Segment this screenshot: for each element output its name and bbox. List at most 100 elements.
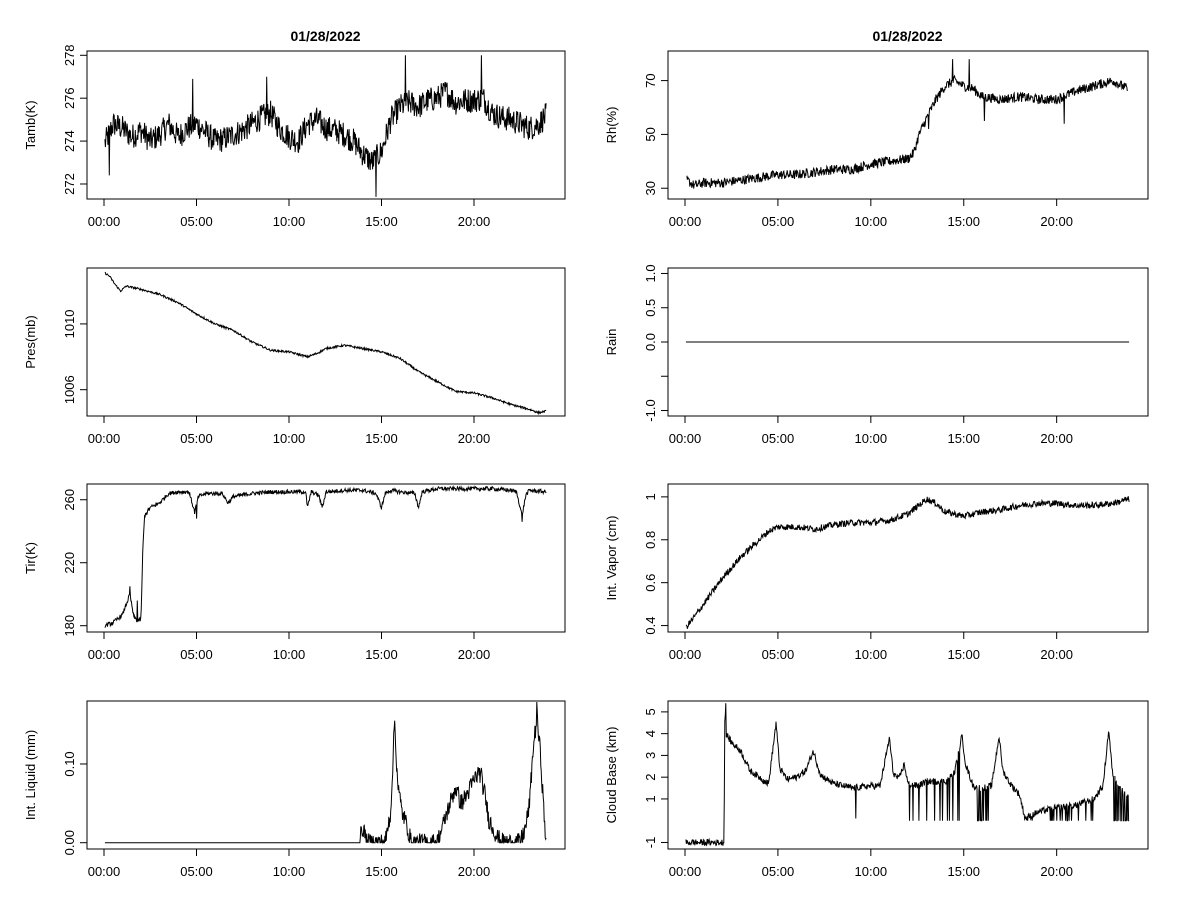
- y-tick-label: 276: [62, 87, 77, 109]
- x-tick-label: 20:00: [458, 647, 491, 662]
- x-tick-label: 15:00: [947, 647, 980, 662]
- x-tick-label: 10:00: [273, 431, 306, 446]
- y-axis-title: Rain: [604, 329, 619, 356]
- y-axis-title: Tamb(K): [23, 100, 38, 149]
- y-tick-label: 0.8: [643, 531, 658, 549]
- y-axis-title: Pres(mb): [23, 315, 38, 368]
- y-tick-label: 1: [643, 795, 658, 802]
- series-line: [685, 703, 1130, 847]
- y-tick-label: -1: [643, 837, 658, 849]
- y-axis-title: Rh(%): [604, 107, 619, 144]
- y-axis-title: Cloud Base (km): [604, 727, 619, 824]
- x-tick-label: 10:00: [273, 864, 306, 879]
- x-tick-label: 20:00: [1040, 864, 1073, 879]
- series-line: [685, 496, 1130, 629]
- x-tick-label: 10:00: [273, 647, 306, 662]
- plot-frame: [86, 700, 566, 850]
- x-tick-label: 15:00: [365, 214, 398, 229]
- x-tick-label: 05:00: [180, 214, 213, 229]
- x-tick-label: 10:00: [855, 647, 888, 662]
- y-tick-label: 1010: [62, 309, 77, 338]
- x-tick-label: 05:00: [762, 864, 795, 879]
- x-tick-label: 20:00: [1040, 431, 1073, 446]
- x-tick-label: 05:00: [762, 431, 795, 446]
- x-tick-label: 05:00: [180, 864, 213, 879]
- panel-1: 00:00 05:00 10:00 15:00 20:00 272 274 276 278 Tam…: [23, 44, 566, 229]
- y-tick-label: 4: [643, 730, 658, 737]
- x-tick-label: 05:00: [180, 431, 213, 446]
- right-column-title: 01/28/2022: [872, 28, 942, 44]
- y-tick-label: 2: [643, 774, 658, 781]
- y-tick-label: 180: [62, 615, 77, 637]
- x-tick-label: 15:00: [947, 431, 980, 446]
- panel-3: 00:00 05:00 10:00 15:00 20:00 1006 1010 Pres(mb…: [23, 267, 566, 446]
- x-tick-label: 20:00: [1040, 647, 1073, 662]
- panel-4: 00:00 05:00 10:00 15:00 20:00 -1.0 0.0 0.5 1.0 Ra…: [604, 264, 1149, 446]
- y-tick-label: 0.0: [643, 333, 658, 351]
- panel-7: 00:00 05:00 10:00 15:00 20:00 0.00 0.10 Int. Li…: [23, 700, 566, 879]
- x-tick-label: 15:00: [947, 214, 980, 229]
- x-tick-label: 00:00: [669, 431, 702, 446]
- x-tick-label: 20:00: [458, 431, 491, 446]
- x-tick-label: 05:00: [762, 647, 795, 662]
- panel-8: 00:00 05:00 10:00 15:00 20:00 -1 1 2 3 4 5 Cloud Ba…: [604, 700, 1149, 879]
- x-tick-label: 20:00: [1040, 214, 1073, 229]
- y-tick-label: 0.00: [62, 830, 77, 855]
- y-tick-label: 220: [62, 552, 77, 574]
- x-tick-label: 05:00: [762, 214, 795, 229]
- y-tick-label: 1006: [62, 375, 77, 404]
- y-tick-label: 260: [62, 489, 77, 511]
- x-tick-label: 20:00: [458, 214, 491, 229]
- x-tick-label: 00:00: [669, 214, 702, 229]
- plot-frame: [667, 50, 1149, 200]
- plot-frame: [667, 483, 1149, 633]
- y-tick-label: 1: [643, 493, 658, 500]
- left-column-title: 01/28/2022: [290, 28, 360, 44]
- x-tick-label: 10:00: [855, 431, 888, 446]
- y-tick-label: 278: [62, 44, 77, 66]
- y-tick-label: 0.6: [643, 574, 658, 592]
- y-tick-label: 272: [62, 173, 77, 195]
- y-tick-label: -1.0: [643, 399, 658, 421]
- y-tick-label: 70: [643, 73, 658, 87]
- y-tick-label: 0.5: [643, 299, 658, 317]
- y-tick-label: 5: [643, 708, 658, 715]
- plot-frame: [86, 483, 566, 633]
- y-tick-label: 0.10: [62, 751, 77, 776]
- x-tick-label: 00:00: [669, 864, 702, 879]
- x-tick-label: 00:00: [88, 431, 121, 446]
- chart-grid: 00:00 05:00 10:00 15:00 20:00 272 274 276 278 Tam…: [23, 44, 1149, 879]
- series-line: [104, 485, 547, 628]
- x-tick-label: 15:00: [947, 864, 980, 879]
- x-tick-label: 00:00: [669, 647, 702, 662]
- y-axis-title: Tir(K): [23, 542, 38, 574]
- x-tick-label: 15:00: [365, 431, 398, 446]
- x-tick-label: 15:00: [365, 647, 398, 662]
- y-tick-label: 50: [643, 127, 658, 141]
- x-tick-label: 15:00: [365, 864, 398, 879]
- panel-5: 00:00 05:00 10:00 15:00 20:00 180 220 260 Tir(K): [23, 483, 566, 662]
- plot-frame: [86, 267, 566, 417]
- y-tick-label: 3: [643, 752, 658, 759]
- series-line: [104, 271, 547, 416]
- series-line: [686, 59, 1128, 189]
- x-tick-label: 05:00: [180, 647, 213, 662]
- x-tick-label: 10:00: [273, 214, 306, 229]
- plot-frame: [86, 50, 566, 200]
- x-tick-label: 20:00: [458, 864, 491, 879]
- x-tick-label: 00:00: [88, 647, 121, 662]
- y-axis-title: Int. Liquid (mm): [23, 730, 38, 820]
- x-tick-label: 00:00: [88, 864, 121, 879]
- y-tick-label: 274: [62, 130, 77, 152]
- x-tick-label: 00:00: [88, 214, 121, 229]
- plot-frame: [667, 700, 1149, 850]
- y-tick-label: 0.4: [643, 617, 658, 635]
- panel-6: 00:00 05:00 10:00 15:00 20:00 0.4 0.6 0.8 1 Int. …: [604, 483, 1149, 662]
- y-axis-title: Int. Vapor (cm): [604, 515, 619, 600]
- series-line: [104, 701, 547, 845]
- x-tick-label: 10:00: [855, 214, 888, 229]
- y-tick-label: 30: [643, 181, 658, 195]
- panel-2: 00:00 05:00 10:00 15:00 20:00 30 50 70 Rh(%): [604, 50, 1149, 229]
- y-tick-label: 1.0: [643, 264, 658, 282]
